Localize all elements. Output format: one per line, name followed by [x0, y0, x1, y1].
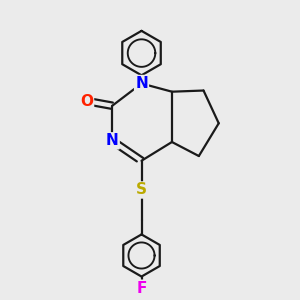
- Text: N: N: [106, 133, 118, 148]
- Text: N: N: [135, 76, 148, 91]
- Text: O: O: [80, 94, 93, 109]
- Text: S: S: [136, 182, 147, 197]
- Text: F: F: [136, 281, 147, 296]
